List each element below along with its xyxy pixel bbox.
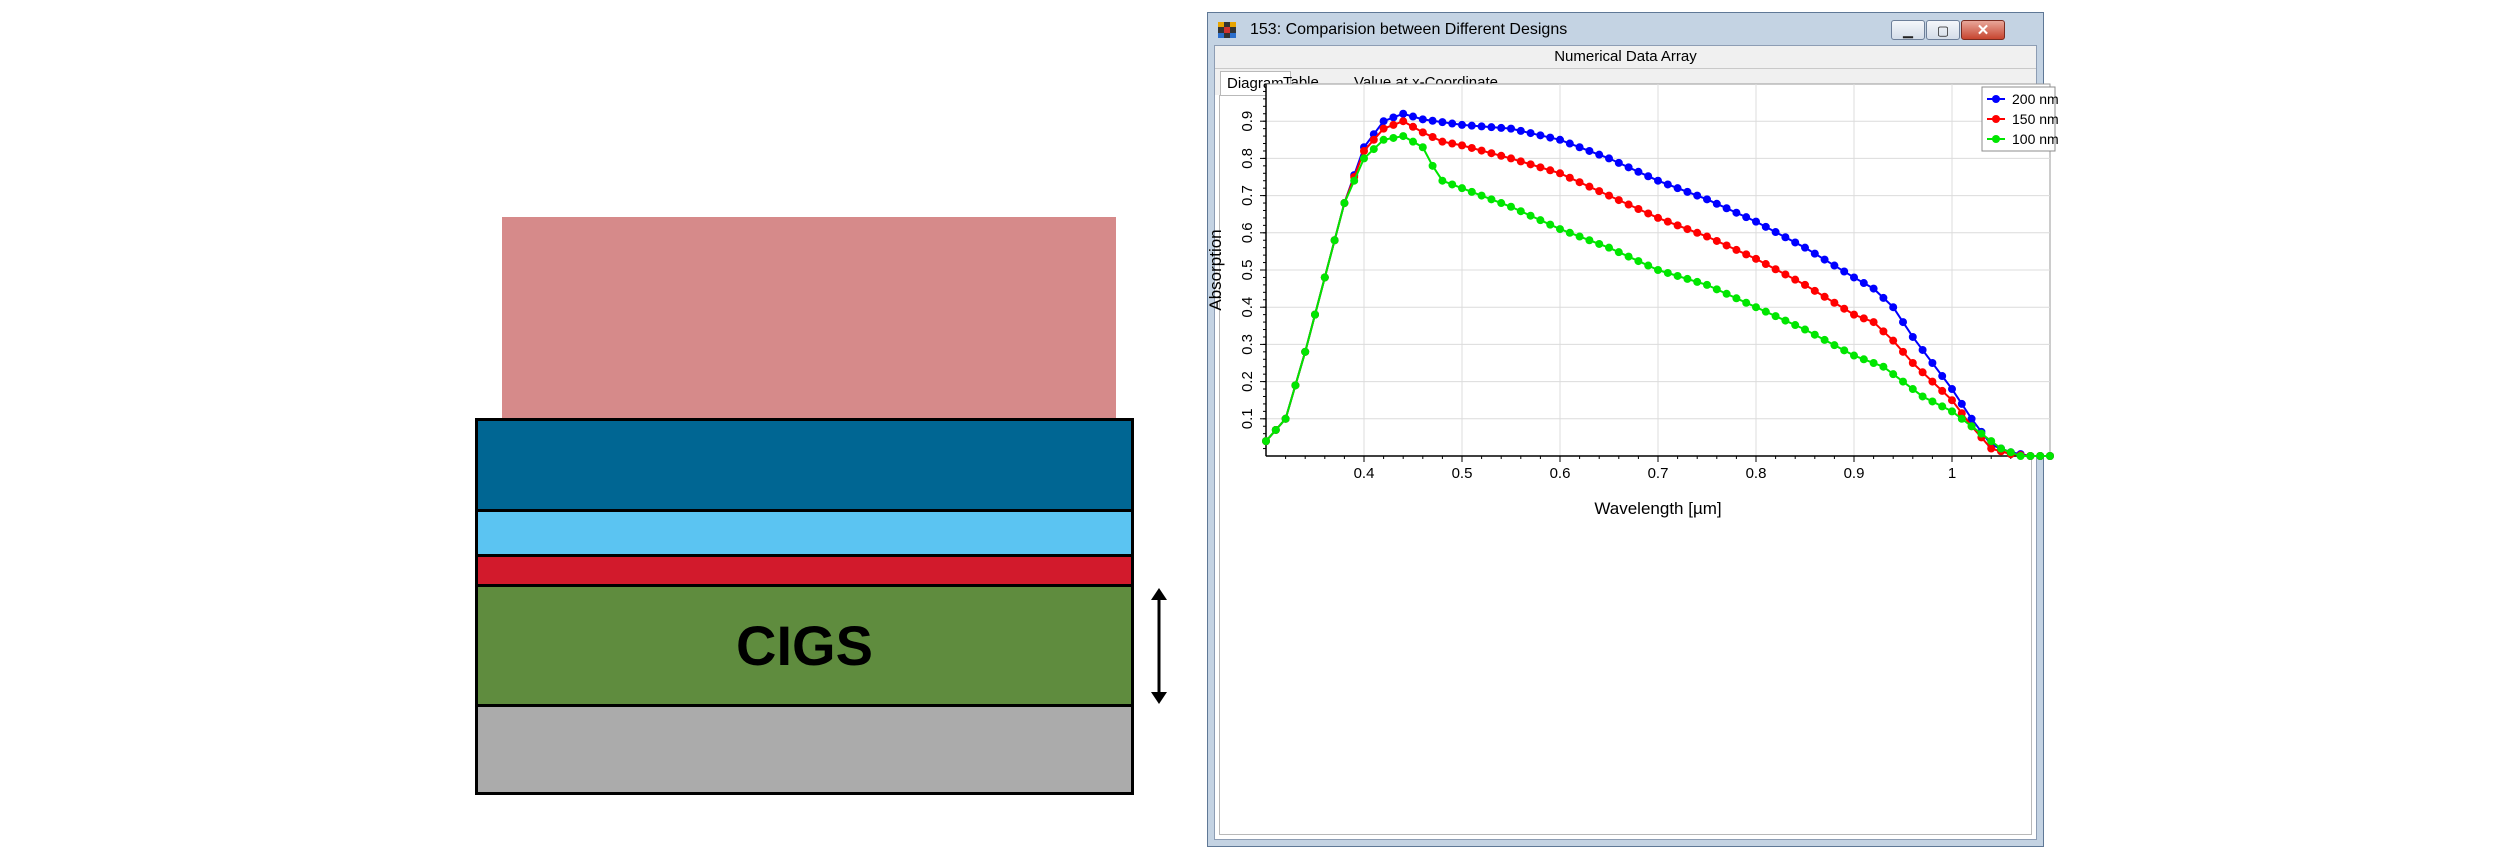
data-array-window[interactable]: 153: Comparision between Different Desig… [1207, 12, 2044, 847]
absorber-layer: CIGS [475, 584, 1134, 707]
third-layer [475, 554, 1134, 587]
maximize-icon: ▢ [1936, 22, 1950, 38]
layer-stack-schematic: CIGS [0, 0, 1200, 859]
illumination-block [502, 217, 1116, 421]
diagram-panel [1219, 95, 2032, 835]
subtitle-bar: Numerical Data Array [1215, 46, 2036, 69]
window-client: Numerical Data Array Diagram Table Value… [1214, 45, 2037, 840]
close-icon: ✕ [1976, 21, 1990, 39]
window-title: 153: Comparision between Different Desig… [1250, 21, 1568, 38]
second-layer [475, 509, 1134, 557]
close-button[interactable]: ✕ [1961, 20, 2005, 40]
minimize-button[interactable]: ▁ [1891, 20, 1925, 40]
window-titlebar[interactable]: 153: Comparision between Different Desig… [1208, 13, 2043, 43]
data-point [2046, 452, 2054, 460]
absorber-label: CIGS [736, 614, 873, 677]
top-layer [475, 418, 1134, 512]
data-point [2046, 452, 2054, 460]
tab-bar: Diagram Table Value at x-Coordinate [1215, 69, 2036, 95]
app-icon [1218, 22, 1236, 38]
back-layer [475, 704, 1134, 795]
thickness-arrow-icon [1151, 588, 1167, 704]
minimize-icon: ▁ [1903, 22, 1913, 38]
data-point [2046, 452, 2054, 460]
tab-table[interactable]: Table [1283, 74, 1319, 91]
maximize-button[interactable]: ▢ [1926, 20, 1960, 40]
tab-value-at-x-coordinate[interactable]: Value at x-Coordinate [1354, 74, 1498, 91]
